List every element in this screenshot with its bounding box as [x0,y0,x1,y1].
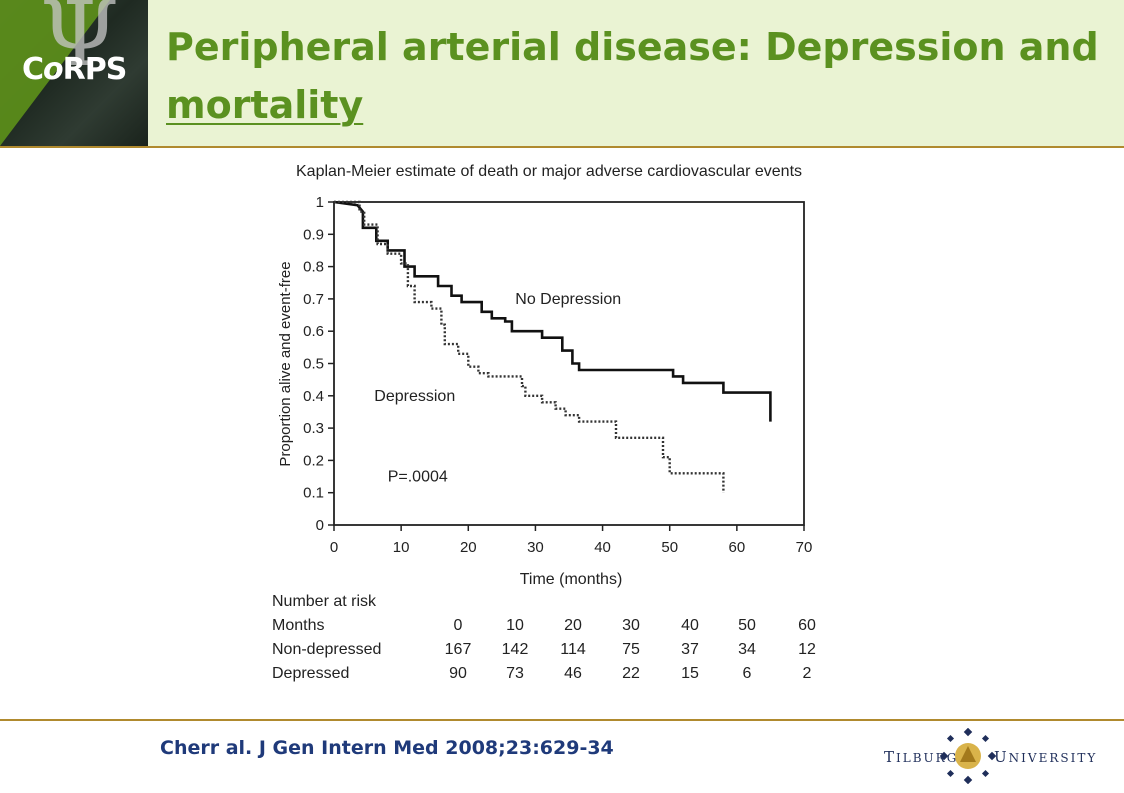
x-axis-ticks: 0 10 20 30 40 50 60 70 [330,525,813,556]
y-tick-label: 0 [316,517,324,534]
y-tick-label: 0.9 [303,226,324,243]
x-tick-label: 50 [661,539,678,556]
risk-cell: 30 [622,617,640,634]
y-tick-label: 0.1 [303,485,324,502]
logo-green-triangle [0,0,110,146]
risk-cell: 0 [454,617,463,634]
y-tick-label: 0.2 [303,452,324,469]
y-tick-label: 0.6 [303,323,324,340]
logo-text-rps: RPS [62,52,128,87]
university-word-tilburg: TILBURG [884,748,958,766]
risk-cell: 37 [681,641,699,658]
corps-logo: Ψ CoRPS [0,0,148,146]
risk-cell: 167 [445,641,472,658]
risk-cell: 34 [738,641,756,658]
risk-cell: 15 [681,665,699,682]
risk-cell: 73 [506,665,524,682]
page-title-line1: Peripheral arterial disease: Depression … [166,25,1099,69]
x-tick-label: 20 [460,539,477,556]
risk-cell: 40 [681,617,699,634]
y-tick-label: 0.4 [303,388,324,405]
risk-cell: 142 [502,641,529,658]
y-tick-label: 0.7 [303,291,324,308]
series-label-no-depression: No Depression [515,291,621,308]
series-label-depression: Depression [374,388,455,405]
risk-cell: 22 [622,665,640,682]
university-word-tilburg-rest: ILBURG [896,751,959,765]
risk-table-heading: Number at risk [272,593,377,610]
x-tick-label: 40 [594,539,611,556]
p-value-annotation: P=.0004 [388,469,448,486]
header-band [0,0,1124,146]
header-divider [0,146,1124,148]
page-title-line2-link[interactable]: mortality [166,83,364,127]
risk-cell: 75 [622,641,640,658]
x-tick-label: 60 [729,539,746,556]
series-line-depression [334,200,725,493]
university-word-university: UNIVERSITY [994,748,1097,766]
risk-cell: 114 [560,641,586,658]
x-axis-label: Time (months) [520,571,623,588]
risk-cell: 2 [803,665,812,682]
logo-text-c: C [22,52,44,87]
risk-cell: 6 [743,665,752,682]
x-tick-label: 0 [330,539,338,556]
x-tick-label: 10 [393,539,410,556]
risk-cell: 60 [798,617,816,634]
risk-row-label: Depressed [272,665,349,682]
university-word-tilburg-initial: T [884,748,897,766]
risk-cell: 10 [506,617,524,634]
x-tick-label: 70 [796,539,813,556]
y-tick-label: 0.3 [303,420,324,437]
y-tick-label: 0.8 [303,259,324,276]
risk-row-label: Months [272,617,324,634]
risk-cell: 46 [564,665,582,682]
university-crest-icon [940,728,996,784]
citation: Cherr al. J Gen Intern Med 2008;23:629-3… [160,737,614,759]
page-title: Peripheral arterial disease: Depression … [166,18,1106,134]
psi-icon: Ψ [40,0,119,87]
risk-cell: 12 [798,641,816,658]
y-axis-label: Proportion alive and event-free [277,261,294,466]
y-tick-label: 1 [316,194,324,211]
tilburg-university-logo: TILBURG UNIVERSITY [880,728,1095,784]
risk-table: Months 0 10 20 30 40 50 60 Non-depressed 167 142 11… [272,617,816,682]
kaplan-meier-chart: Kaplan-Meier estimate of death or major … [272,163,816,682]
footer-divider [0,719,1124,721]
y-axis-ticks: 0 0.1 0.2 0.3 0.4 0.5 0.6 0.7 0.8 0.9 1 [303,194,334,534]
logo-text: CoRPS [22,52,128,87]
risk-cell: 90 [449,665,467,682]
risk-cell: 50 [738,617,756,634]
logo-text-o: o [43,52,64,87]
x-tick-label: 30 [527,539,544,556]
y-tick-label: 0.5 [303,356,324,373]
risk-row-label: Non-depressed [272,641,381,658]
risk-cell: 20 [564,617,582,634]
university-word-university-rest: NIVERSITY [1008,751,1098,765]
chart-title: Kaplan-Meier estimate of death or major … [296,163,802,180]
university-word-university-initial: U [994,748,1009,766]
